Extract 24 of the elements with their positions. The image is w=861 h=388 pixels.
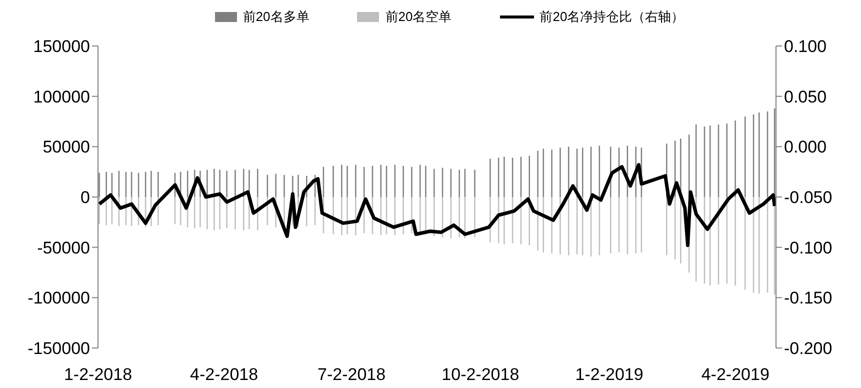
y2-tick-label: -0.100 — [784, 238, 832, 258]
y2-tick-label: 0.100 — [784, 37, 827, 56]
y2-tick-label: -0.200 — [784, 339, 832, 358]
y-tick-label: 0 — [80, 188, 90, 208]
x-tick-label: 1-2-2019 — [575, 365, 644, 384]
x-tick-label: 1-2-2018 — [64, 365, 132, 384]
y-tick-label: 150000 — [33, 37, 90, 56]
y2-tick-label: 0.050 — [784, 87, 827, 106]
y2-tick-label: 0.000 — [784, 138, 827, 157]
line-series — [98, 163, 776, 248]
x-tick-label: 10-2-2018 — [442, 365, 520, 384]
x-tick-label: 7-2-2018 — [318, 365, 386, 384]
y-tick-label: -50000 — [37, 238, 90, 258]
y-tick-label: -150000 — [28, 339, 90, 358]
y2-tick-label: -0.050 — [784, 188, 832, 208]
y-tick-label: 50000 — [42, 138, 90, 157]
legend-label: 前20名多单 — [242, 8, 310, 26]
legend-label: 前20名空单 — [385, 8, 452, 26]
legend-label: 前20名净持仓比（右轴） — [540, 8, 684, 26]
y2-tick-label: -0.150 — [784, 288, 832, 308]
y-tick-label: 100000 — [33, 87, 90, 106]
x-tick-label: 4-2-2019 — [701, 365, 770, 384]
x-tick-label: 4-2-2018 — [190, 365, 258, 384]
y-tick-label: -100000 — [28, 288, 90, 308]
